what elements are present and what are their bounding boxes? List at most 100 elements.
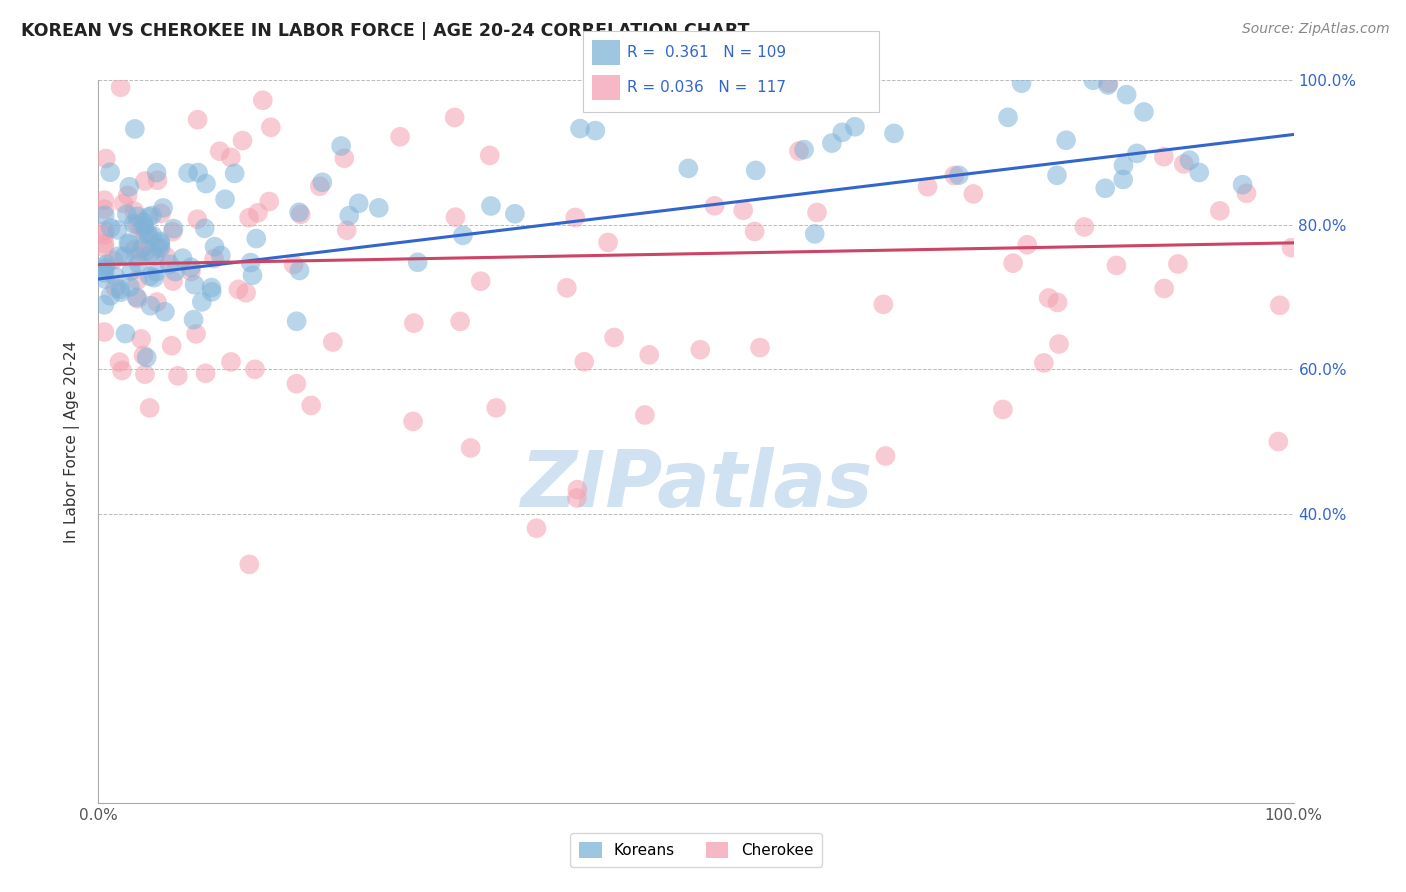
Point [139,269,162,284]
Point [1094,181,1116,195]
Point [1017,237,1039,252]
Point [744,225,766,239]
Point [145,166,167,180]
Point [749,341,772,355]
Point [132,240,155,254]
Point [252,93,274,107]
Point [107,223,129,237]
Point [744,163,766,178]
Point [997,111,1019,125]
Point [100,220,122,235]
Point [526,521,548,535]
Point [243,362,266,376]
Point [208,145,231,159]
Point [134,174,156,188]
Point [1236,186,1258,201]
Point [138,401,160,415]
Point [246,206,269,220]
Point [1232,178,1254,192]
Point [503,207,526,221]
Point [1133,105,1156,120]
Point [1083,73,1105,87]
Point [143,249,166,263]
Point [122,217,145,231]
Point [1267,434,1289,449]
Point [114,249,136,263]
Point [1268,298,1291,312]
Point [134,368,156,382]
Point [460,441,482,455]
Point [104,281,127,295]
Point [443,111,465,125]
Point [288,205,311,219]
Point [94,152,117,166]
Point [138,228,160,243]
Point [283,257,305,271]
Point [129,222,152,236]
Point [1038,291,1060,305]
Point [962,186,984,201]
Point [142,228,165,243]
Point [1002,256,1025,270]
Point [110,282,132,296]
Point [333,151,356,165]
Point [991,402,1014,417]
Point [200,280,222,294]
Point [112,196,135,211]
Point [98,165,121,179]
Text: R = 0.036   N =  117: R = 0.036 N = 117 [627,80,786,95]
Point [444,210,467,224]
Point [245,231,267,245]
Point [821,136,844,150]
Point [1112,172,1135,186]
Point [134,219,156,234]
Point [149,236,172,251]
Point [917,179,939,194]
Point [149,206,172,220]
Point [186,212,208,227]
Text: Source: ZipAtlas.com: Source: ZipAtlas.com [1241,22,1389,37]
Point [224,166,246,180]
Point [124,242,146,256]
Point [202,252,225,266]
Point [128,257,150,271]
Point [146,295,169,310]
Point [159,257,181,271]
Text: R =  0.361   N = 109: R = 0.361 N = 109 [627,45,786,60]
Point [470,274,492,288]
Point [288,263,311,277]
Point [93,236,115,251]
Point [93,325,115,339]
Point [567,483,589,497]
Y-axis label: In Labor Force | Age 20-24: In Labor Force | Age 20-24 [63,341,80,542]
Point [153,304,176,318]
Text: KOREAN VS CHEROKEE IN LABOR FORCE | AGE 20-24 CORRELATION CHART: KOREAN VS CHEROKEE IN LABOR FORCE | AGE … [21,22,749,40]
Point [184,326,207,341]
Point [138,210,160,224]
Point [1097,78,1119,92]
Point [93,266,115,280]
Point [162,221,184,235]
Point [107,249,129,263]
Point [124,122,146,136]
Point [122,204,145,219]
Point [235,285,257,300]
Point [485,401,508,415]
Point [1209,203,1232,218]
Point [204,240,226,254]
Point [152,201,174,215]
Point [638,348,661,362]
Point [259,194,281,209]
Point [201,285,224,299]
Point [148,241,170,255]
Point [1173,157,1195,171]
Point [146,173,169,187]
Point [101,253,124,268]
Point [238,558,260,572]
Point [1153,150,1175,164]
Point [129,244,152,258]
Point [125,290,148,304]
Point [311,175,333,189]
Point [678,161,700,176]
Point [135,244,157,259]
